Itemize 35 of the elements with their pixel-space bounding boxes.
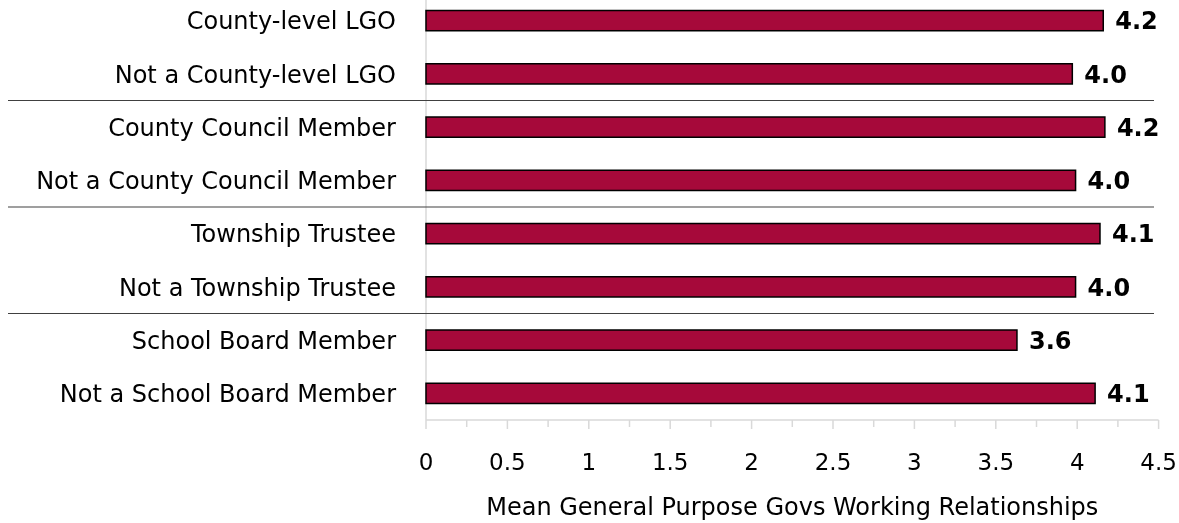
bar — [425, 222, 1101, 245]
y-tick-label: Not a County-level LGO — [114, 60, 396, 89]
y-tick-label: Not a School Board Member — [59, 380, 397, 409]
data-label: 4.0 — [1084, 60, 1127, 89]
bar — [425, 382, 1096, 405]
bar — [425, 169, 1077, 192]
data-label: 4.1 — [1111, 220, 1155, 249]
x-tick-label: 2.5 — [814, 449, 852, 475]
y-tick-label: County Council Member — [108, 113, 397, 142]
bar — [425, 329, 1018, 351]
data-label: 4.2 — [1115, 7, 1158, 36]
y-tick-label: Not a County Council Member — [36, 167, 397, 196]
x-tick-label: 3 — [907, 449, 922, 475]
x-tick-label: 2 — [744, 449, 759, 475]
y-tick-label: Township Trustee — [189, 220, 396, 249]
x-tick-label: 4.5 — [1140, 449, 1177, 475]
bar — [425, 116, 1106, 138]
data-label: 4.1 — [1107, 380, 1150, 409]
x-tick-label: 4 — [1069, 449, 1085, 475]
bar — [425, 9, 1104, 32]
data-label: 3.6 — [1028, 326, 1072, 355]
bar — [425, 63, 1074, 85]
y-tick-label: Not a Township Trustee — [118, 273, 396, 302]
x-tick-label: 0 — [418, 449, 434, 475]
x-tick-label: 0.5 — [489, 449, 526, 475]
y-tick-label: School Board Member — [131, 326, 397, 355]
data-label: 4.0 — [1087, 167, 1131, 196]
bar — [425, 276, 1077, 298]
x-tick-label: 1.5 — [651, 449, 689, 475]
data-label: 4.2 — [1116, 113, 1160, 142]
x-tick-label: 1 — [581, 449, 597, 475]
y-tick-label: County-level LGO — [186, 7, 396, 36]
data-label: 4.0 — [1087, 273, 1131, 302]
x-axis-title: Mean General Purpose Govs Working Relationships — [486, 493, 1099, 521]
x-tick-label: 3.5 — [977, 449, 1015, 475]
